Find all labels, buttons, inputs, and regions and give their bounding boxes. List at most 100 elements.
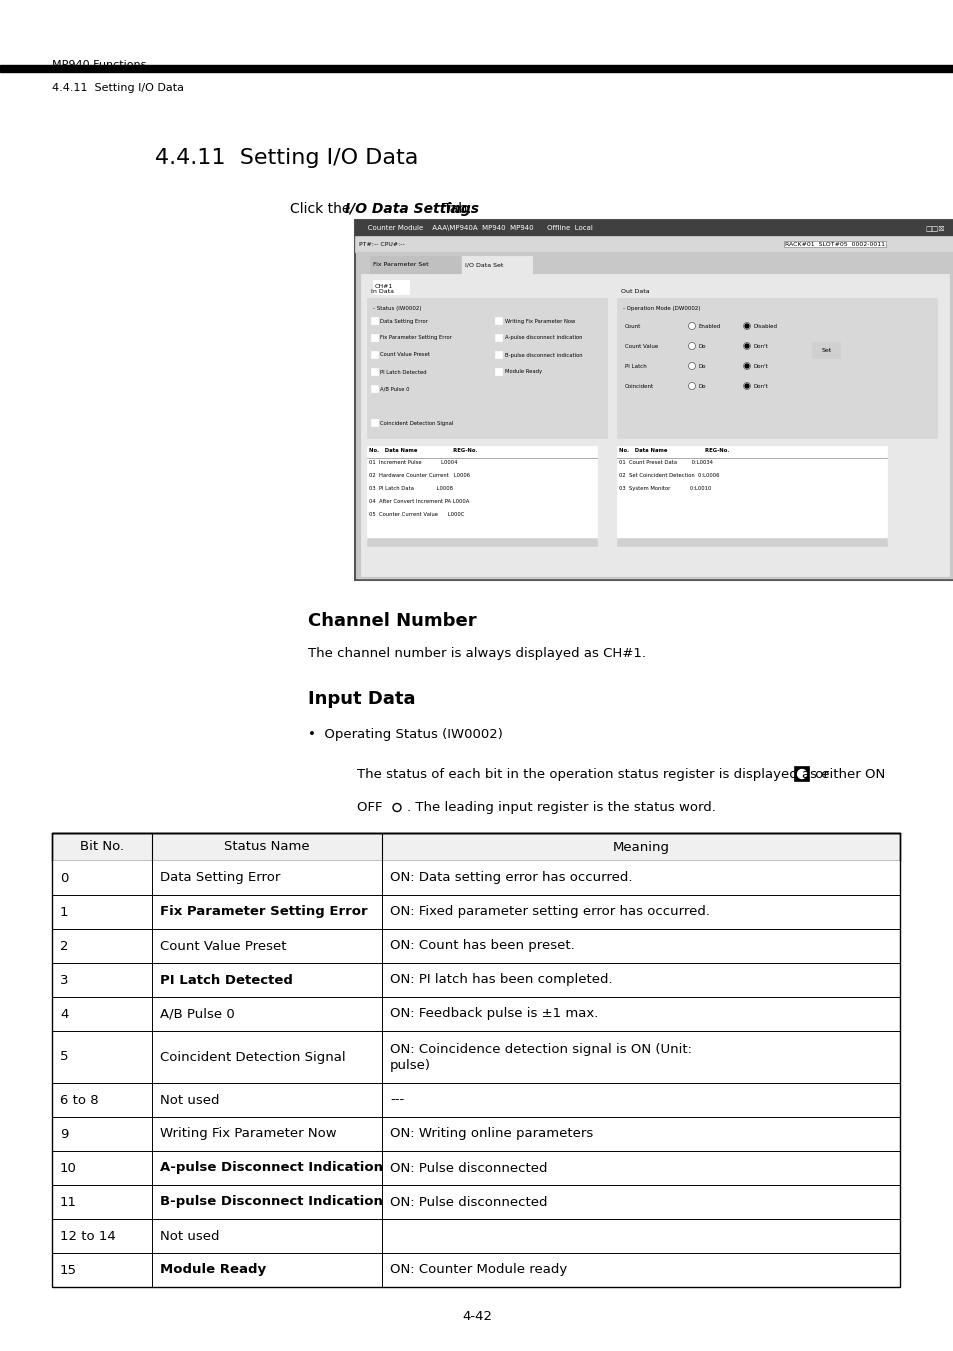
Text: 03  System Monitor            0:L0010: 03 System Monitor 0:L0010 (618, 486, 711, 490)
Text: PI Latch Detected: PI Latch Detected (379, 370, 426, 374)
Text: Bit No.: Bit No. (80, 840, 124, 854)
Circle shape (744, 324, 748, 328)
Text: Don't: Don't (753, 343, 768, 349)
Text: Count: Count (624, 323, 640, 328)
Text: Data Setting Error: Data Setting Error (379, 319, 428, 323)
Bar (52, 1219, 899, 1252)
Text: ON: Pulse disconnected: ON: Pulse disconnected (390, 1162, 547, 1174)
Bar (0, 65, 953, 72)
Text: OFF: OFF (356, 801, 386, 815)
Text: No.   Data Name                   REG-No.: No. Data Name REG-No. (369, 449, 477, 453)
Circle shape (688, 343, 695, 350)
Text: ---: --- (390, 1093, 404, 1106)
Text: •  Operating Status (IW0002): • Operating Status (IW0002) (308, 728, 502, 740)
Text: 4-42: 4-42 (461, 1310, 492, 1323)
Text: Coincident Detection Signal: Coincident Detection Signal (160, 1051, 345, 1063)
Bar (617, 538, 886, 546)
Text: The channel number is always displayed as CH#1.: The channel number is always displayed a… (308, 647, 645, 661)
Text: - Status (IW0002): - Status (IW0002) (373, 305, 421, 311)
Bar (355, 220, 953, 580)
Text: Count Value Preset: Count Value Preset (160, 939, 286, 952)
Circle shape (688, 362, 695, 370)
Text: Counter Module    AAA\MP940A  MP940  MP940      Offline  Local: Counter Module AAA\MP940A MP940 MP940 Of… (360, 226, 592, 231)
Text: PI Latch Detected: PI Latch Detected (160, 974, 293, 986)
Text: 6 to 8: 6 to 8 (60, 1093, 98, 1106)
Text: Count Value: Count Value (624, 343, 658, 349)
Text: A/B Pulse 0: A/B Pulse 0 (160, 1008, 234, 1020)
Bar (390, 800, 403, 815)
Text: Data Setting Error: Data Setting Error (160, 871, 280, 885)
Text: ON: Pulse disconnected: ON: Pulse disconnected (390, 1196, 547, 1209)
Text: ON: Fixed parameter setting error has occurred.: ON: Fixed parameter setting error has oc… (390, 905, 709, 919)
Text: Tab.: Tab. (438, 203, 471, 216)
Bar (461, 255, 532, 274)
Text: 05  Counter Current Value      L000C: 05 Counter Current Value L000C (369, 512, 464, 517)
Text: 11: 11 (60, 1196, 77, 1209)
Text: Do: Do (699, 363, 706, 369)
Text: 12 to 14: 12 to 14 (60, 1229, 115, 1243)
Text: The status of each bit in the operation status register is displayed as either O: The status of each bit in the operation … (356, 767, 888, 781)
Circle shape (393, 804, 400, 812)
Bar (355, 236, 953, 253)
Bar (495, 317, 501, 324)
Bar (370, 255, 459, 274)
Text: Set: Set (821, 347, 831, 353)
Text: 15: 15 (60, 1263, 77, 1277)
Bar (52, 1031, 899, 1084)
Text: Coincident Detection Signal: Coincident Detection Signal (379, 420, 453, 426)
Bar (495, 351, 501, 358)
Text: Fix Parameter Setting Error: Fix Parameter Setting Error (160, 905, 367, 919)
Text: ON: Counter Module ready: ON: Counter Module ready (390, 1263, 567, 1277)
Text: CH#1: CH#1 (375, 285, 393, 289)
Bar (52, 1252, 899, 1288)
Circle shape (742, 382, 750, 389)
Bar (367, 538, 597, 546)
Text: Coincident: Coincident (624, 384, 654, 389)
Text: No.   Data Name                    REG-No.: No. Data Name REG-No. (618, 449, 729, 453)
Circle shape (742, 323, 750, 330)
Text: Writing Fix Parameter Now: Writing Fix Parameter Now (504, 319, 575, 323)
Bar (52, 861, 899, 894)
Text: 10: 10 (60, 1162, 77, 1174)
Text: Do: Do (699, 343, 706, 349)
Text: PT#:-- CPU#:--: PT#:-- CPU#:-- (358, 242, 404, 246)
Bar (52, 894, 899, 929)
Text: 4: 4 (60, 1008, 69, 1020)
Bar (811, 342, 840, 358)
Text: Fix Parameter Setting Error: Fix Parameter Setting Error (379, 335, 452, 340)
Circle shape (742, 362, 750, 370)
Circle shape (744, 384, 748, 388)
Bar (355, 220, 953, 236)
Text: Out Data: Out Data (620, 289, 649, 295)
Text: ON: Count has been preset.: ON: Count has been preset. (390, 939, 574, 952)
Text: Count Value Preset: Count Value Preset (379, 353, 430, 358)
Bar (367, 299, 606, 438)
Bar (52, 834, 899, 1288)
Text: 03  PI Latch Data              L0008: 03 PI Latch Data L0008 (369, 486, 453, 490)
Bar (52, 997, 899, 1031)
Text: Do: Do (699, 384, 706, 389)
Circle shape (744, 345, 748, 349)
Text: 2: 2 (60, 939, 69, 952)
Text: ON: Writing online parameters: ON: Writing online parameters (390, 1128, 593, 1140)
Bar (371, 367, 377, 376)
Bar (373, 280, 409, 295)
Text: B-pulse Disconnect Indication: B-pulse Disconnect Indication (160, 1196, 382, 1209)
Bar (52, 929, 899, 963)
Text: 0: 0 (60, 871, 69, 885)
Text: 3: 3 (60, 974, 69, 986)
Text: MP940 Functions: MP940 Functions (52, 59, 146, 70)
Text: 01  Increment Pulse            L0004: 01 Increment Pulse L0004 (369, 459, 457, 465)
Text: Click the: Click the (290, 203, 355, 216)
Text: Channel Number: Channel Number (308, 612, 476, 630)
Bar (495, 367, 501, 376)
Text: Not used: Not used (160, 1093, 219, 1106)
Text: Meaning: Meaning (612, 840, 669, 854)
Bar (52, 963, 899, 997)
Text: A-pulse Disconnect Indication: A-pulse Disconnect Indication (160, 1162, 382, 1174)
Circle shape (742, 343, 750, 350)
Text: Fix Parameter Set: Fix Parameter Set (373, 262, 428, 267)
Text: 5: 5 (60, 1051, 69, 1063)
Text: 02  Set Coincident Detection  0:L0006: 02 Set Coincident Detection 0:L0006 (618, 473, 719, 478)
Text: 4.4.11  Setting I/O Data: 4.4.11 Setting I/O Data (154, 149, 418, 168)
